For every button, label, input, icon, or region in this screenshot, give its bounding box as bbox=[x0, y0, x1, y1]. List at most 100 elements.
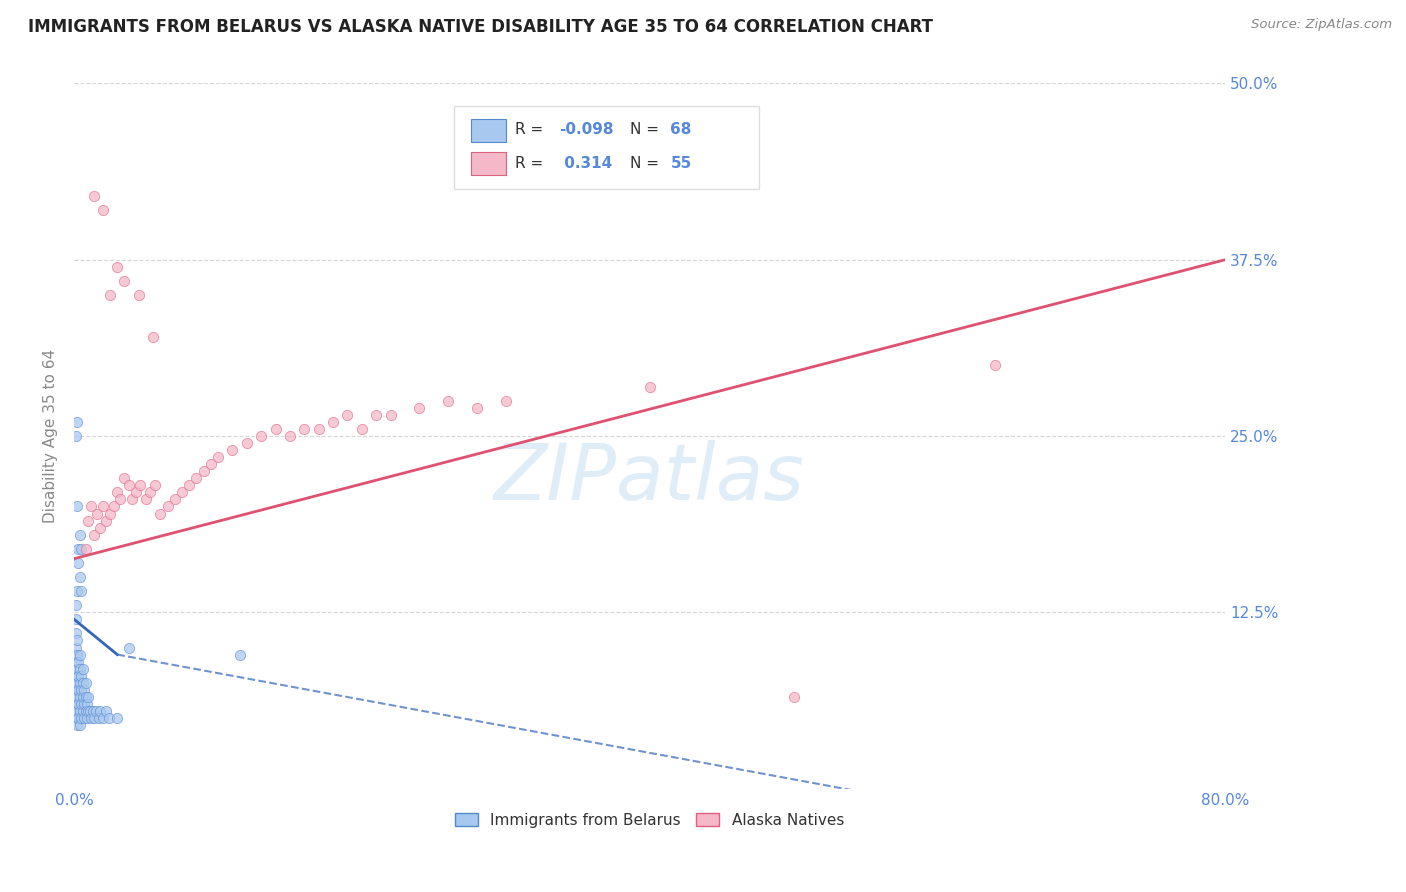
Point bbox=[66, 415, 89, 429]
Point bbox=[79, 704, 101, 718]
Point bbox=[278, 429, 301, 443]
Bar bbox=[471, 119, 506, 142]
Point bbox=[114, 274, 136, 288]
Point bbox=[129, 478, 152, 492]
Text: 55: 55 bbox=[671, 155, 692, 170]
Point bbox=[105, 711, 128, 725]
Point bbox=[77, 514, 100, 528]
Point bbox=[292, 422, 315, 436]
Point bbox=[82, 704, 104, 718]
Point bbox=[118, 478, 141, 492]
Point bbox=[125, 485, 148, 500]
Point bbox=[70, 711, 93, 725]
Point bbox=[69, 704, 91, 718]
Text: Source: ZipAtlas.com: Source: ZipAtlas.com bbox=[1251, 18, 1392, 31]
Point bbox=[782, 690, 804, 704]
Point bbox=[72, 704, 94, 718]
Point bbox=[66, 675, 89, 690]
Point bbox=[67, 669, 90, 683]
Point bbox=[149, 507, 172, 521]
Point bbox=[94, 704, 117, 718]
Point bbox=[118, 640, 141, 655]
Point bbox=[86, 507, 108, 521]
Point bbox=[65, 598, 87, 612]
Point bbox=[89, 521, 111, 535]
Point bbox=[66, 704, 89, 718]
Point bbox=[94, 514, 117, 528]
Point bbox=[70, 682, 93, 697]
Point bbox=[128, 288, 150, 302]
Bar bbox=[471, 152, 506, 175]
FancyBboxPatch shape bbox=[454, 106, 759, 189]
Point bbox=[207, 450, 229, 464]
Point bbox=[83, 711, 105, 725]
Point bbox=[65, 682, 87, 697]
Point bbox=[114, 471, 136, 485]
Point bbox=[66, 648, 89, 662]
Point bbox=[72, 690, 94, 704]
Point bbox=[69, 718, 91, 732]
Point bbox=[69, 675, 91, 690]
Text: -0.098: -0.098 bbox=[558, 122, 613, 137]
Text: N =: N = bbox=[630, 155, 664, 170]
Point bbox=[179, 478, 201, 492]
Point bbox=[103, 500, 125, 514]
Point bbox=[221, 443, 243, 458]
Point bbox=[67, 682, 90, 697]
Point bbox=[91, 203, 114, 218]
Point bbox=[73, 711, 96, 725]
Point bbox=[80, 500, 103, 514]
Point bbox=[65, 612, 87, 626]
Y-axis label: Disability Age 35 to 64: Disability Age 35 to 64 bbox=[44, 349, 58, 523]
Point bbox=[336, 408, 359, 422]
Text: R =: R = bbox=[515, 122, 548, 137]
Point bbox=[186, 471, 208, 485]
Point bbox=[984, 359, 1007, 373]
Point bbox=[98, 507, 121, 521]
Text: 68: 68 bbox=[671, 122, 692, 137]
Point bbox=[77, 690, 100, 704]
Point bbox=[235, 436, 257, 450]
Point bbox=[75, 541, 97, 556]
Point bbox=[108, 492, 131, 507]
Point bbox=[84, 704, 107, 718]
Point bbox=[143, 478, 166, 492]
Point bbox=[83, 527, 105, 541]
Text: ZIPatlas: ZIPatlas bbox=[494, 441, 806, 516]
Point bbox=[105, 485, 128, 500]
Point bbox=[75, 690, 97, 704]
Point bbox=[65, 640, 87, 655]
Text: IMMIGRANTS FROM BELARUS VS ALASKA NATIVE DISABILITY AGE 35 TO 64 CORRELATION CHA: IMMIGRANTS FROM BELARUS VS ALASKA NATIVE… bbox=[28, 18, 934, 36]
Legend: Immigrants from Belarus, Alaska Natives: Immigrants from Belarus, Alaska Natives bbox=[450, 806, 851, 834]
Point bbox=[156, 500, 179, 514]
Point bbox=[73, 697, 96, 711]
Point bbox=[105, 260, 128, 274]
Point bbox=[69, 662, 91, 676]
Text: N =: N = bbox=[630, 122, 664, 137]
Point bbox=[65, 655, 87, 669]
Point bbox=[322, 415, 344, 429]
Point bbox=[380, 408, 402, 422]
Point bbox=[67, 655, 90, 669]
Point bbox=[66, 718, 89, 732]
Point bbox=[76, 697, 98, 711]
Point bbox=[72, 675, 94, 690]
Text: 0.314: 0.314 bbox=[558, 155, 612, 170]
Point bbox=[97, 711, 120, 725]
Point bbox=[139, 485, 162, 500]
Point bbox=[366, 408, 388, 422]
Point bbox=[163, 492, 186, 507]
Point bbox=[228, 648, 250, 662]
Point bbox=[66, 690, 89, 704]
Point bbox=[350, 422, 373, 436]
Point bbox=[66, 584, 89, 599]
Point bbox=[91, 500, 114, 514]
Point bbox=[69, 527, 91, 541]
Point bbox=[65, 711, 87, 725]
Point bbox=[65, 697, 87, 711]
Point bbox=[87, 711, 110, 725]
Point bbox=[408, 401, 430, 415]
Point bbox=[67, 541, 90, 556]
Point bbox=[638, 379, 661, 393]
Point bbox=[69, 690, 91, 704]
